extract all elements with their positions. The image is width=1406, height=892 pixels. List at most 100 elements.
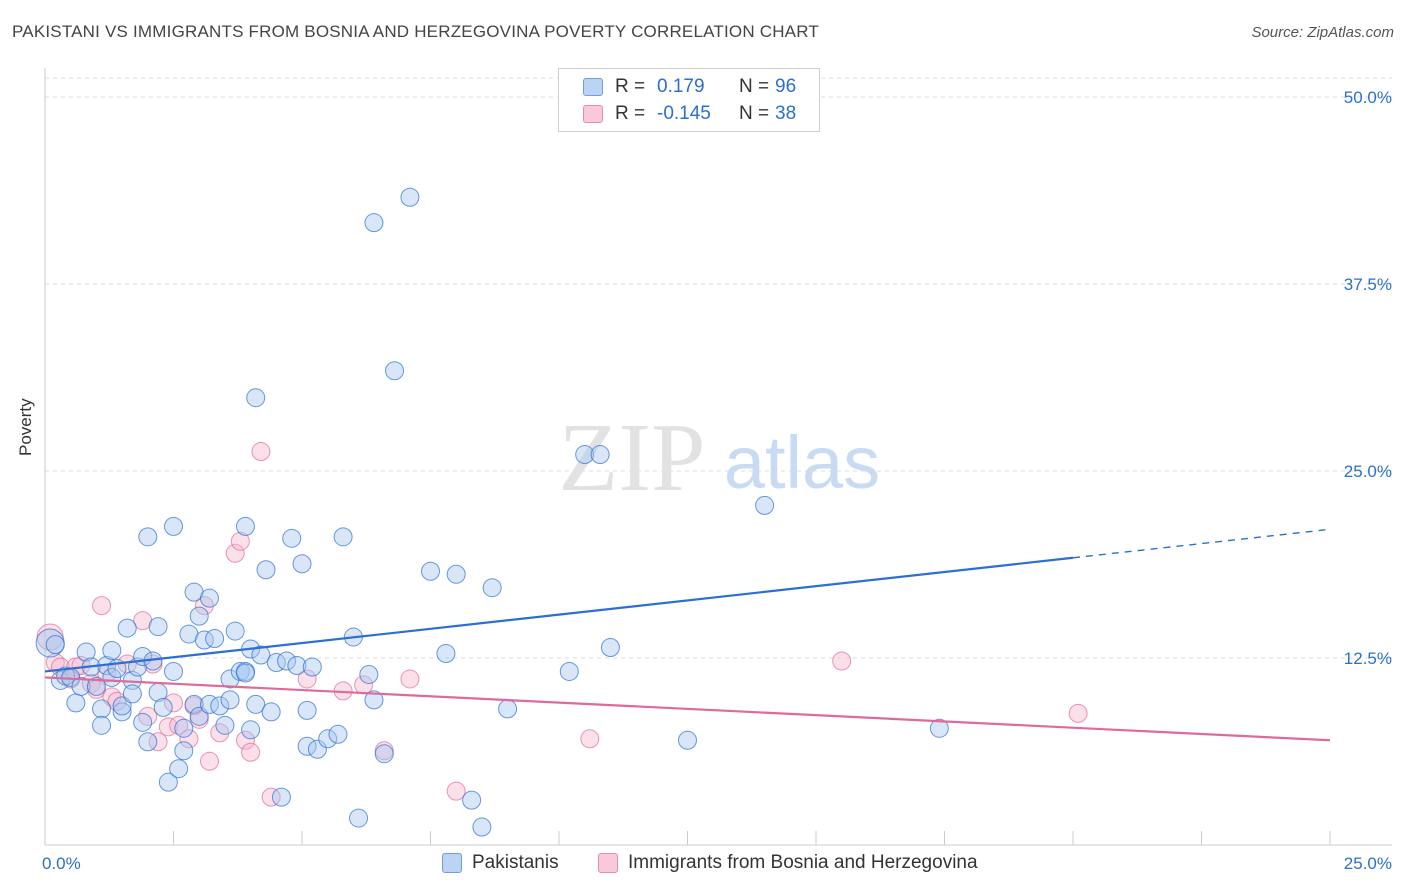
- bosnia-point: [446, 781, 466, 801]
- pakistani-point: [472, 817, 492, 837]
- pakistani-point: [277, 651, 297, 671]
- legend-item-bosnia: Immigrants from Bosnia and Herzegovina: [598, 852, 978, 874]
- pakistani-point: [45, 635, 65, 655]
- bosnia-point: [138, 706, 158, 726]
- tick-labels: 12.5% 25.0% 37.5% 50.0% 0.0% 25.0%: [42, 88, 1392, 873]
- pakistani-point: [282, 528, 302, 548]
- pakistani-point: [158, 772, 178, 792]
- pakistani-point: [133, 712, 153, 732]
- pakistani-point: [446, 564, 466, 584]
- pakistani-point: [102, 641, 122, 661]
- pakistani-point: [302, 657, 322, 677]
- pakistani-point: [421, 561, 440, 581]
- bosnia-point: [261, 787, 281, 807]
- watermark: ZIP atlas: [559, 404, 881, 512]
- pakistani-point: [210, 696, 230, 716]
- bosnia-point: [1068, 703, 1088, 723]
- pakistani-point: [117, 618, 137, 638]
- bosnia-point: [400, 669, 420, 689]
- pakistani-point: [215, 715, 235, 735]
- pakistani-point: [92, 699, 112, 719]
- legend-r-label: R =: [615, 103, 646, 124]
- y-tick-label: 50.0%: [1344, 88, 1392, 107]
- legend-r-value: -0.145: [657, 103, 711, 124]
- legend-swatch-blue: [442, 853, 462, 873]
- legend-row-pakistani: R = 0.179 N = 96: [583, 74, 796, 100]
- bosnia-trend-line: [44, 676, 1331, 742]
- pakistani-point: [385, 361, 405, 381]
- legend-n-label: N =: [739, 103, 770, 124]
- legend-label-pakistanis: Pakistanis: [472, 852, 559, 873]
- pakistani-point: [333, 527, 353, 547]
- bosnia-point: [164, 693, 183, 713]
- pakistani-trend-extension: [1072, 528, 1331, 559]
- pakistani-point: [138, 732, 158, 752]
- pakistani-point: [241, 720, 261, 740]
- bosnia-point: [297, 669, 317, 689]
- pakistani-point: [328, 724, 348, 744]
- pakistani-point: [184, 694, 204, 714]
- legend-r-value: 0.179: [657, 76, 705, 97]
- pakistani-point: [307, 739, 327, 759]
- pakistani-point: [292, 554, 312, 574]
- pakistani-point: [246, 388, 266, 408]
- pakistani-point: [929, 718, 949, 738]
- pakistani-point: [678, 730, 697, 750]
- series-legend: Pakistanis Immigrants from Bosnia and He…: [0, 852, 1406, 878]
- pakistani-point: [359, 664, 379, 684]
- legend-label-bosnia: Immigrants from Bosnia and Herzegovina: [628, 852, 978, 873]
- chart-title: PAKISTANI VS IMMIGRANTS FROM BOSNIA AND …: [12, 22, 819, 41]
- bosnia-point: [230, 531, 250, 551]
- pakistani-point: [462, 790, 482, 810]
- grid-lines: [45, 77, 1392, 659]
- pakistani-point: [600, 638, 620, 658]
- pakistani-point: [220, 690, 240, 710]
- pakistani-point: [122, 684, 142, 704]
- x-tick-label-min: 0.0%: [42, 854, 81, 873]
- legend-row-bosnia: R = -0.145 N = 38: [583, 101, 796, 127]
- pakistani-points: [35, 187, 949, 837]
- pakistani-point: [575, 445, 595, 465]
- pakistani-point: [498, 699, 518, 719]
- pakistani-point: [349, 808, 369, 828]
- pakistani-point: [164, 516, 183, 536]
- pakistani-point: [246, 694, 266, 714]
- y-tick-label: 12.5%: [1344, 649, 1392, 668]
- pakistani-point: [199, 588, 219, 608]
- pakistani-point: [71, 676, 91, 696]
- pakistani-point: [235, 516, 255, 536]
- bosnia-point: [158, 717, 178, 737]
- bosnia-point: [199, 751, 219, 771]
- pakistani-point: [271, 787, 291, 807]
- pakistani-point: [76, 642, 96, 662]
- pakistani-point: [174, 718, 194, 738]
- y-axis-label: Poverty: [16, 398, 35, 456]
- pakistani-point: [364, 213, 384, 233]
- pakistani-point: [112, 702, 132, 722]
- y-tick-label: 25.0%: [1344, 462, 1392, 481]
- pakistani-point: [189, 606, 209, 626]
- legend-swatch-pink: [598, 853, 618, 873]
- pakistani-point: [194, 630, 214, 650]
- bosnia-point: [148, 732, 168, 752]
- bosnia-point: [92, 596, 112, 616]
- legend-swatch-pink: [583, 105, 603, 123]
- pakistani-point: [482, 578, 502, 598]
- pakistani-point: [148, 617, 168, 637]
- pakistani-point: [205, 629, 225, 649]
- bosnia-point: [179, 729, 199, 749]
- legend-n-value: 96: [775, 76, 797, 97]
- pakistani-point: [364, 690, 384, 710]
- legend-n-label: N =: [739, 76, 770, 97]
- legend-r-label: R =: [615, 76, 646, 97]
- pakistani-point: [374, 744, 394, 764]
- pakistani-point: [153, 697, 173, 717]
- pakistani-point: [318, 729, 338, 749]
- pakistani-point: [169, 759, 189, 779]
- bosnia-point: [832, 651, 852, 671]
- pakistani-point: [66, 693, 86, 713]
- axes: [44, 68, 1392, 846]
- pakistani-point: [199, 694, 219, 714]
- y-tick-label: 37.5%: [1344, 275, 1392, 294]
- bosnia-point: [169, 715, 189, 735]
